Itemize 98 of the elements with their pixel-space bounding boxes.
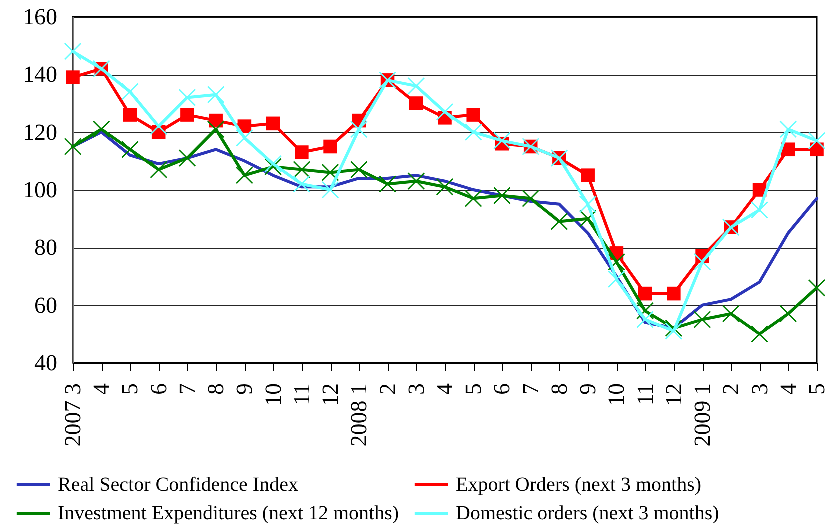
point [64,138,82,156]
point [64,42,82,60]
point [493,132,511,150]
point [522,190,540,208]
point [436,178,454,196]
point [579,196,597,214]
point [92,120,110,138]
point [408,172,426,190]
point [751,325,769,343]
point [464,124,482,142]
x-tick-label: 3 [747,384,772,395]
x-tick-label: 9 [232,384,258,395]
legend-label: Investment Expenditures (next 12 months) [58,502,400,524]
point [752,183,767,197]
point [350,120,368,138]
x-tick-label: 2007 3 [60,384,86,447]
point [180,108,194,122]
point [121,83,139,101]
y-tick-label: 80 [34,235,58,260]
point [436,103,454,121]
point [550,212,568,230]
x-tick-label: 8 [546,384,572,395]
x-tick-label: 12 [661,384,686,406]
point [466,108,481,122]
x-tick-label: 4 [89,383,114,395]
x-tick-label: 5 [118,384,143,395]
point [579,210,597,228]
point [408,77,426,95]
x-tick-label: 4 [432,383,458,395]
x-tick-label: 11 [289,384,314,406]
x-tick-label: 8 [204,384,229,395]
point [266,116,280,131]
point [66,70,80,84]
x-tick-label: 4 [776,383,801,395]
point [264,155,282,173]
point [636,310,654,329]
y-tick-label: 140 [23,62,58,88]
point [322,164,340,182]
point [150,161,168,179]
legend-label: Domestic orders (next 3 months) [456,502,720,524]
x-tick-label: 9 [576,384,601,395]
point [722,305,740,323]
y-tick-label: 160 [23,4,58,30]
x-tick-label: 10 [260,384,286,406]
x-tick-label: 6 [146,384,172,395]
x-tick-label: 11 [632,384,658,406]
x-tick-label: 2 [718,384,744,395]
point [694,310,712,329]
point [667,286,681,301]
point [464,190,482,208]
point [207,86,225,104]
x-tick-label: 2009 1 [690,384,716,447]
point [581,168,595,182]
point [638,286,652,301]
point [636,302,654,320]
x-tick-label: 12 [318,384,344,406]
point [808,279,826,297]
point [608,270,626,288]
point [178,88,196,106]
x-tick-label: 2008 1 [346,384,372,447]
point [207,120,225,138]
point [379,175,397,193]
x-tick-label: 7 [174,384,200,395]
x-tick-label: 2 [375,384,400,395]
x-tick-label: 5 [804,384,830,395]
legend-label: Real Sector Confidence Index [58,474,298,496]
y-tick-label: 120 [23,120,58,145]
x-tick-label: 7 [518,384,544,395]
point [751,201,769,219]
point [236,129,254,147]
y-tick-label: 100 [23,178,58,202]
point [123,108,138,122]
point [324,140,338,154]
point [608,253,626,271]
point [295,146,309,160]
point [409,96,424,110]
point [694,253,712,271]
x-tick-label: 6 [490,384,515,395]
x-tick-label: 10 [604,384,630,406]
x-tick-label: 3 [404,384,429,395]
point [780,120,798,138]
point [236,166,254,184]
point [322,181,340,199]
point [121,140,139,158]
legend-label: Export Orders (next 3 months) [456,474,702,496]
point [780,305,798,323]
point [665,322,683,340]
y-tick-label: 40 [34,350,58,376]
point [293,175,311,193]
point [350,161,368,179]
point [665,320,683,338]
point [293,161,311,179]
point [808,132,826,150]
x-tick-label: 5 [461,384,486,395]
y-tick-label: 60 [34,292,58,318]
point [178,150,196,168]
point [493,187,511,205]
point [264,158,282,176]
